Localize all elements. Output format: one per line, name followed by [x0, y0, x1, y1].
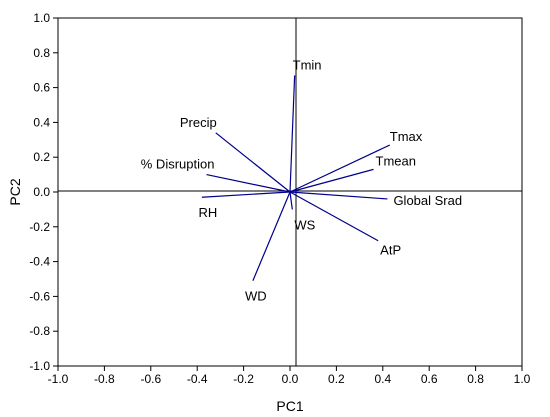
y-tick-label: 0.6	[33, 81, 50, 95]
x-tick-label: 0.2	[328, 372, 345, 386]
loading-vector-disruption	[206, 174, 291, 193]
loading-vectors	[201, 75, 391, 281]
loading-vector-tmin	[289, 75, 296, 193]
axis-ticks: -1.0 -0.8 -0.6 -0.4 -0.2 0.0 0.2 0.4 0.6 0.8 1.0 1.…	[29, 11, 530, 386]
y-tick-label: -0.8	[29, 324, 50, 338]
y-tick-label: -0.4	[29, 255, 50, 269]
x-tick-label: -0.4	[187, 372, 208, 386]
x-tick-label: -0.8	[94, 372, 115, 386]
y-tick-label: 0.8	[33, 46, 50, 60]
x-axis-title: PC1	[276, 398, 303, 414]
x-tick-label: 0.8	[467, 372, 484, 386]
loading-label-precip: Precip	[180, 115, 217, 130]
loading-label-tmin: Tmin	[293, 57, 322, 72]
loading-vector-ws	[289, 191, 293, 210]
y-tick-label: -0.6	[29, 289, 50, 303]
loading-label-ws: WS	[294, 217, 315, 232]
y-tick-label: -1.0	[29, 359, 50, 373]
loading-label-tmax: Tmax	[390, 129, 423, 144]
loading-label-rh: RH	[198, 205, 217, 220]
y-tick-label: 0.2	[33, 150, 50, 164]
x-tick-label: -0.2	[233, 372, 254, 386]
loading-vector-tmean	[289, 168, 374, 193]
y-tick-label: 0.0	[33, 185, 50, 199]
y-tick-label: 0.4	[33, 115, 50, 129]
loading-label-disruption: % Disruption	[141, 157, 215, 172]
loading-label-global-srad: Global Srad	[393, 193, 462, 208]
y-tick-label: -0.2	[29, 220, 50, 234]
loading-vector-precip	[215, 132, 291, 193]
y-axis-title: PC2	[7, 178, 23, 205]
x-tick-label: 1.0	[514, 372, 531, 386]
loading-label-tmean: Tmean	[376, 153, 416, 168]
loading-label-atp: AtP	[380, 243, 401, 258]
loading-vector-atp	[289, 191, 379, 242]
loading-vector-global-srad	[289, 191, 388, 200]
x-tick-label: 0.0	[282, 372, 299, 386]
loading-labels: Tmin Precip Tmax % Disruption Tmean RH Global …	[141, 57, 462, 303]
x-tick-label: 0.6	[421, 372, 438, 386]
loading-vector-wd	[252, 191, 291, 281]
loading-vector-tmax	[289, 144, 391, 193]
x-tick-label: 0.4	[374, 372, 391, 386]
x-tick-label: -0.6	[140, 372, 161, 386]
loading-vector-rh	[201, 191, 291, 198]
x-tick-label: -1.0	[48, 372, 69, 386]
loading-label-wd: WD	[245, 289, 267, 304]
y-tick-label: 1.0	[33, 11, 50, 25]
